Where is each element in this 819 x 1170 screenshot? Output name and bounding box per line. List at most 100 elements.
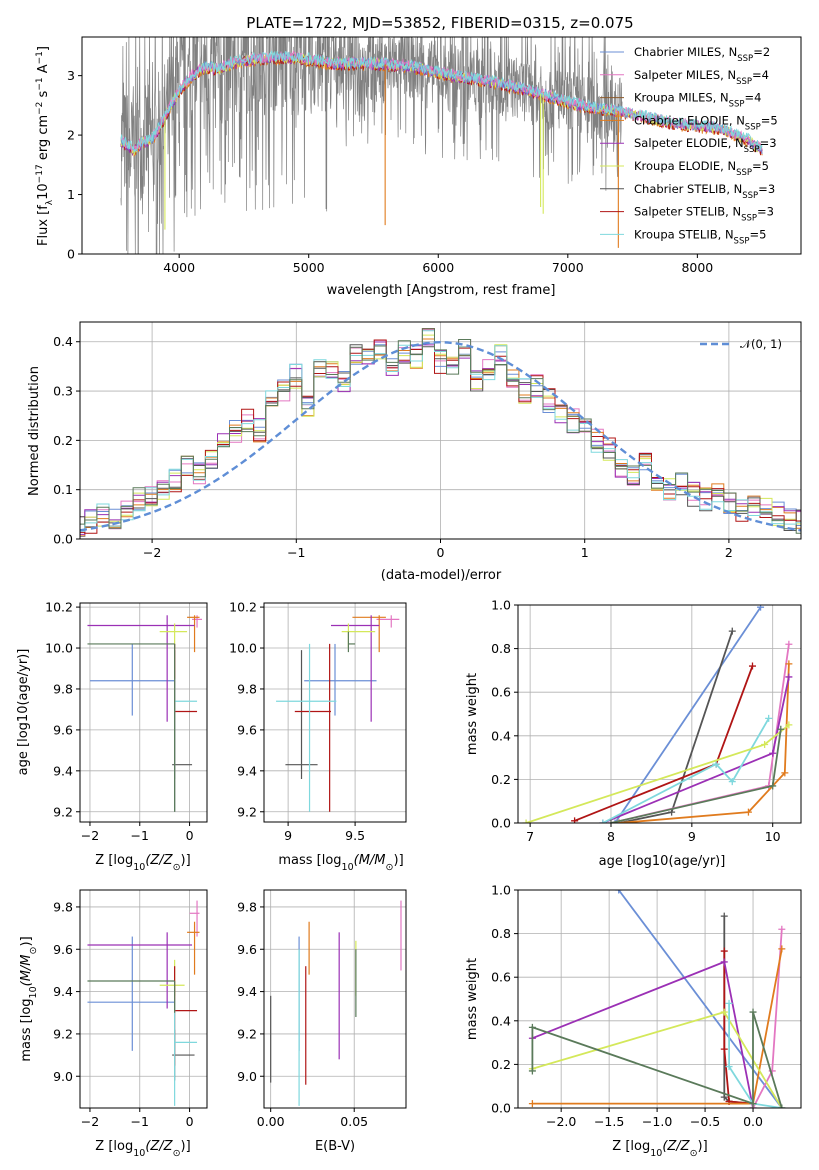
weight-marker — [778, 925, 786, 933]
xlabel-label: Z [log10(Z/Z⊙)] — [95, 1139, 190, 1159]
x-tick-label: −2.0 — [546, 1114, 576, 1129]
weight-marker — [778, 1104, 786, 1108]
y-axis-label-part: Flux [f — [36, 205, 51, 246]
legend-n: N — [734, 182, 743, 196]
frame-age-vs-mass: 9 9.5 9.2 9.4 9.6 9.8 10.0 10.2 — [229, 600, 407, 843]
x-axis-label: E(B-V) — [315, 1139, 355, 1154]
y-tick-label: 9.8 — [237, 681, 257, 696]
y-axis-label-part: −1 — [35, 51, 45, 64]
legend-series-name: Chabrier STELIB — [634, 182, 726, 196]
x-tick-label: −2 — [143, 545, 161, 560]
legend-series-name: Salpeter MILES — [634, 68, 720, 82]
legend-equals: = — [753, 45, 763, 59]
ylabel-part: ⊙ — [28, 947, 39, 955]
x-axis-label: wavelength [Angstrom, rest frame] — [327, 283, 556, 298]
legend-separator: , — [713, 91, 720, 105]
y-tick-label: 9.8 — [53, 899, 73, 914]
weight-marker — [615, 890, 623, 894]
y-tick-label: 9.0 — [53, 1069, 73, 1084]
legend-series-name: Kroupa MILES — [634, 91, 713, 105]
weight-marker — [528, 1067, 536, 1075]
xlabel-part: )] — [181, 1139, 191, 1154]
y-axis-label: mass weight — [465, 673, 480, 755]
y-tick-label: 0.0 — [53, 532, 73, 547]
y-tick-label: 9.8 — [237, 899, 257, 914]
legend-n-sub: SSP — [736, 168, 752, 178]
legend-separator: , — [725, 205, 732, 219]
weight-marker — [725, 1063, 733, 1071]
x-tick-label: 8 — [607, 829, 615, 844]
x-tick-label: 0 — [186, 828, 194, 843]
x-tick-label: −1.5 — [594, 1114, 624, 1129]
y-tick-label: 9.4 — [53, 763, 73, 778]
xlabel-label: Z [log10(Z/Z⊙)] — [95, 853, 190, 873]
weight-line — [723, 951, 754, 1105]
legend-equals: = — [757, 205, 767, 219]
y-tick-label: 10.2 — [45, 600, 73, 615]
weight-marker — [712, 760, 720, 768]
plot-area-spectrum — [120, 37, 763, 254]
y-tick-label: 3 — [67, 68, 75, 83]
weight-marker — [777, 725, 785, 733]
axes-mass-vs-Z: −2 −1 0 9.0 9.2 9.4 9.6 9.8 — [53, 889, 208, 1129]
legend-equals: = — [758, 182, 768, 196]
legend-equals: = — [760, 136, 770, 150]
x-tick-label: 4000 — [163, 260, 195, 275]
x-tick-label: 0.0 — [743, 1114, 763, 1129]
plot-area-residuals — [80, 328, 801, 537]
x-tick-label: 7 — [526, 829, 534, 844]
y-tick-label: 9.2 — [53, 804, 73, 819]
xlabel-part: )] — [181, 853, 191, 868]
legend-equals: = — [752, 68, 762, 82]
legend-n: N — [729, 45, 738, 59]
plot-area-mass-vs-EBV — [270, 900, 402, 1106]
ylabel-part: )] — [19, 936, 34, 946]
legend-n: N — [725, 227, 734, 241]
y-tick-label: 0.1 — [53, 482, 73, 497]
x-tick-label: 7000 — [552, 260, 584, 275]
y-tick-label: 0.2 — [53, 433, 73, 448]
axes-weight-vs-Z: −2.0 −1.5 −1.0 −0.5 0.0 0.0 0.2 0.4 0.6 0.8 1.0 — [491, 883, 802, 1129]
legend-entry: Salpeter STELIB, NSSP=3 — [634, 205, 774, 224]
x-tick-label: −1 — [287, 545, 305, 560]
legend-entry: Chabrier STELIB, NSSP=3 — [634, 182, 775, 201]
axes-frame — [263, 889, 407, 1109]
weight-marker — [528, 1100, 536, 1108]
frame-residuals: −2 −1 0 1 2 0.0 0.1 0.2 0.3 0.4 — [53, 321, 802, 560]
legend-n-sub: SSP — [741, 214, 757, 224]
y-axis-label-part: s — [36, 90, 51, 101]
xlabel-part: 10 — [133, 1148, 145, 1159]
histogram-step — [80, 344, 801, 531]
weight-line — [617, 890, 783, 1108]
y-tick-label: 0.4 — [491, 1013, 511, 1028]
y-axis-label: Flux [fλ10−17 erg cm−2 s−1 A−1] — [35, 46, 55, 246]
legend-separator: , — [729, 113, 736, 127]
y-tick-label: 1.0 — [491, 883, 511, 898]
y-tick-label: 0.8 — [491, 641, 511, 656]
ylabel-part: mass [log — [19, 998, 34, 1061]
y-axis-label-part: 10 — [36, 183, 51, 200]
y-tick-label: 0 — [67, 247, 75, 262]
x-tick-label: 1 — [581, 545, 589, 560]
plot-area-age-vs-mass — [276, 615, 400, 812]
legend-separator: , — [718, 227, 725, 241]
weight-marker — [785, 721, 793, 729]
weight-marker — [785, 673, 793, 681]
x-axis-label: age [log10(age/yr)] — [599, 854, 726, 869]
legend-n: N — [727, 159, 736, 173]
y-tick-label: 9.6 — [237, 942, 257, 957]
axes-spectrum: 4000 5000 6000 7000 8000 0 1 2 3 — [67, 36, 802, 275]
legend-normal: 𝒩(0, 1) — [740, 337, 782, 351]
histogram-step — [80, 342, 801, 537]
weight-marker — [720, 1008, 728, 1016]
weight-marker — [528, 1023, 536, 1031]
legend-entry: Salpeter MILES, NSSP=4 — [634, 68, 769, 87]
y-tick-label: 1.0 — [491, 598, 511, 613]
y-tick-label: 9.2 — [237, 804, 257, 819]
y-tick-label: 0.6 — [491, 685, 511, 700]
legend-n: N — [720, 91, 729, 105]
figure-title: PLATE=1722, MJD=53852, FIBERID=0315, z=0… — [246, 14, 633, 32]
x-tick-label: −1 — [131, 828, 149, 843]
x-tick-label: −2 — [81, 1114, 99, 1129]
